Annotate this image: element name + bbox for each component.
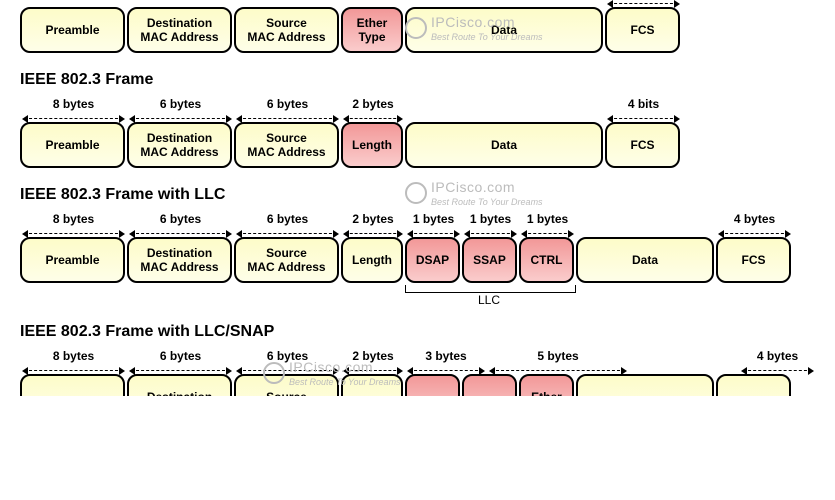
field-oui xyxy=(462,374,517,396)
field-src-mac: SourceMAC Address xyxy=(234,122,339,168)
byte-row: 8 bytes 6 bytes 6 bytes 2 bytes 4 bits xyxy=(20,97,835,121)
field-dsap: DSAP xyxy=(405,237,460,283)
frame-ieee-8023: IEEE 802.3 Frame 8 bytes 6 bytes 6 bytes… xyxy=(0,71,835,168)
field-dest-mac: DestinationMAC Address xyxy=(127,237,232,283)
field-row: Destination Source Ether xyxy=(20,374,835,396)
field-dest-mac: DestinationMAC Address xyxy=(127,7,232,53)
field-dest-mac: Destination xyxy=(127,374,232,396)
llc-bracket: LLC xyxy=(20,285,835,305)
field-fcs: FCS xyxy=(605,122,680,168)
field-fcs: FCS xyxy=(605,7,680,53)
field-ethertype: Ether xyxy=(519,374,574,396)
field-llc xyxy=(405,374,460,396)
field-data: Data xyxy=(405,7,603,53)
field-data: Data xyxy=(576,237,714,283)
byte-label: 5 bytes xyxy=(487,349,629,373)
field-row: Preamble DestinationMAC Address SourceMA… xyxy=(20,237,835,283)
frame-ieee-8023-llc: IEEE 802.3 Frame with LLC 8 bytes 6 byte… xyxy=(0,186,835,305)
field-ssap: SSAP xyxy=(462,237,517,283)
byte-label: 8 bytes xyxy=(20,97,127,121)
byte-row xyxy=(20,0,835,6)
field-ctrl: CTRL xyxy=(519,237,574,283)
frame-ieee-8023-llc-snap: IEEE 802.3 Frame with LLC/SNAP 8 bytes 6… xyxy=(0,323,835,396)
byte-label: 6 bytes xyxy=(234,212,341,236)
byte-label: 4 bits xyxy=(605,97,682,121)
byte-label: 4 bytes xyxy=(739,349,816,373)
byte-label: 1 bytes xyxy=(462,212,519,236)
byte-label: 1 bytes xyxy=(519,212,576,236)
field-dest-mac: DestinationMAC Address xyxy=(127,122,232,168)
byte-label: 6 bytes xyxy=(127,97,234,121)
byte-label: 6 bytes xyxy=(234,349,341,373)
field-data: Data xyxy=(405,122,603,168)
field-src-mac: SourceMAC Address xyxy=(234,7,339,53)
byte-label: 3 bytes xyxy=(405,349,487,373)
byte-row: 8 bytes 6 bytes 6 bytes 2 bytes 1 bytes … xyxy=(20,212,835,236)
byte-label: 4 bytes xyxy=(716,212,793,236)
byte-label: 6 bytes xyxy=(127,212,234,236)
field-preamble: Preamble xyxy=(20,7,125,53)
byte-label: 6 bytes xyxy=(234,97,341,121)
byte-label: 2 bytes xyxy=(341,349,405,373)
llc-bracket-label: LLC xyxy=(478,293,500,307)
field-src-mac: Source xyxy=(234,374,339,396)
field-ethertype: EtherType xyxy=(341,7,403,53)
field-fcs: FCS xyxy=(716,237,791,283)
field-preamble: Preamble xyxy=(20,122,125,168)
byte-label: 2 bytes xyxy=(341,212,405,236)
field-length: Length xyxy=(341,122,403,168)
byte-label: 1 bytes xyxy=(405,212,462,236)
field-src-mac: SourceMAC Address xyxy=(234,237,339,283)
section-title: IEEE 802.3 Frame with LLC xyxy=(20,186,835,204)
field-length: Length xyxy=(341,237,403,283)
section-title: IEEE 802.3 Frame with LLC/SNAP xyxy=(20,323,835,341)
byte-label: 6 bytes xyxy=(127,349,234,373)
field-preamble xyxy=(20,374,125,396)
field-data xyxy=(576,374,714,396)
field-fcs xyxy=(716,374,791,396)
byte-label-fcs xyxy=(605,0,682,6)
section-title: IEEE 802.3 Frame xyxy=(20,71,835,89)
field-preamble: Preamble xyxy=(20,237,125,283)
byte-label: 8 bytes xyxy=(20,349,127,373)
field-length xyxy=(341,374,403,396)
byte-row: 8 bytes 6 bytes 6 bytes 2 bytes 3 bytes … xyxy=(20,349,835,373)
byte-label: 8 bytes xyxy=(20,212,127,236)
frame-ethernet-ii: Preamble DestinationMAC Address SourceMA… xyxy=(0,0,835,53)
field-row: Preamble DestinationMAC Address SourceMA… xyxy=(20,7,835,53)
field-row: Preamble DestinationMAC Address SourceMA… xyxy=(20,122,835,168)
byte-label: 2 bytes xyxy=(341,97,405,121)
